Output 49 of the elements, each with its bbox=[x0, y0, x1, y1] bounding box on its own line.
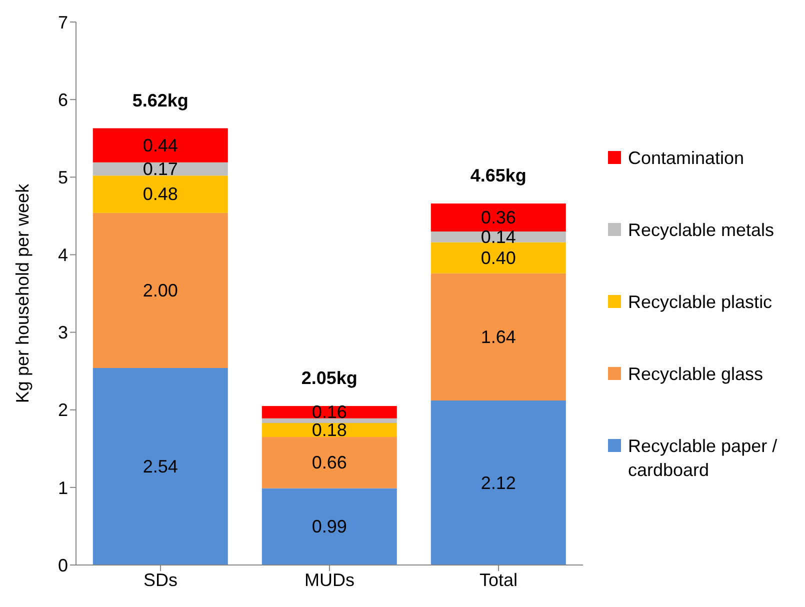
bar bbox=[262, 418, 397, 424]
legend-label: Recyclable plastic bbox=[628, 291, 772, 314]
bar bbox=[92, 176, 228, 213]
bar bbox=[430, 273, 566, 401]
legend-label: Recyclable paper / cardboard bbox=[628, 435, 778, 482]
data-label: 0.36 bbox=[480, 207, 516, 228]
data-label: 0.17 bbox=[142, 159, 178, 179]
data-label: 0.16 bbox=[312, 402, 347, 422]
data-label: 0.40 bbox=[480, 248, 516, 268]
total-label: 2.05kg bbox=[301, 368, 358, 388]
bar bbox=[92, 128, 228, 162]
data-label: 0.48 bbox=[142, 184, 178, 204]
x-tick-label: Total bbox=[479, 570, 518, 590]
bar bbox=[430, 204, 566, 232]
y-tick-label: 5 bbox=[58, 168, 68, 188]
bar bbox=[92, 212, 228, 368]
total-label: 5.62kg bbox=[132, 90, 188, 110]
y-tick-label: 1 bbox=[58, 478, 68, 498]
data-label: 0.99 bbox=[312, 516, 347, 537]
data-label: 2.00 bbox=[142, 280, 178, 300]
bar bbox=[262, 423, 397, 438]
x-tick-label: SDs bbox=[143, 570, 178, 590]
data-label: 0.44 bbox=[142, 135, 178, 156]
legend-label: Recyclable glass bbox=[628, 363, 764, 386]
total-label: 4.65kg bbox=[470, 166, 526, 186]
bar bbox=[262, 437, 397, 488]
y-tick-label: 4 bbox=[58, 245, 68, 266]
bar bbox=[92, 368, 228, 565]
x-tick-label: MUDs bbox=[304, 570, 354, 590]
bar bbox=[430, 400, 566, 565]
data-label: 0.14 bbox=[480, 226, 516, 247]
bar bbox=[430, 231, 566, 242]
legend-label: Contamination bbox=[628, 147, 744, 170]
y-tick-label: 6 bbox=[58, 90, 68, 110]
data-label: 1.64 bbox=[480, 326, 516, 347]
data-label: 0.18 bbox=[312, 420, 347, 440]
bar bbox=[262, 406, 397, 418]
y-tick-label: 0 bbox=[58, 555, 68, 576]
data-label: 2.12 bbox=[480, 472, 516, 493]
data-label: 2.54 bbox=[142, 456, 178, 476]
legend-label: Recyclable metals bbox=[628, 219, 774, 242]
bar bbox=[262, 488, 397, 565]
y-tick-label: 2 bbox=[58, 400, 68, 420]
bar bbox=[92, 162, 228, 176]
y-tick-label: 3 bbox=[58, 322, 68, 343]
bar bbox=[430, 242, 566, 274]
y-tick-label: 7 bbox=[58, 12, 68, 32]
data-label: 0.66 bbox=[312, 452, 347, 473]
y-axis-title: Kg per household per week bbox=[12, 182, 32, 404]
